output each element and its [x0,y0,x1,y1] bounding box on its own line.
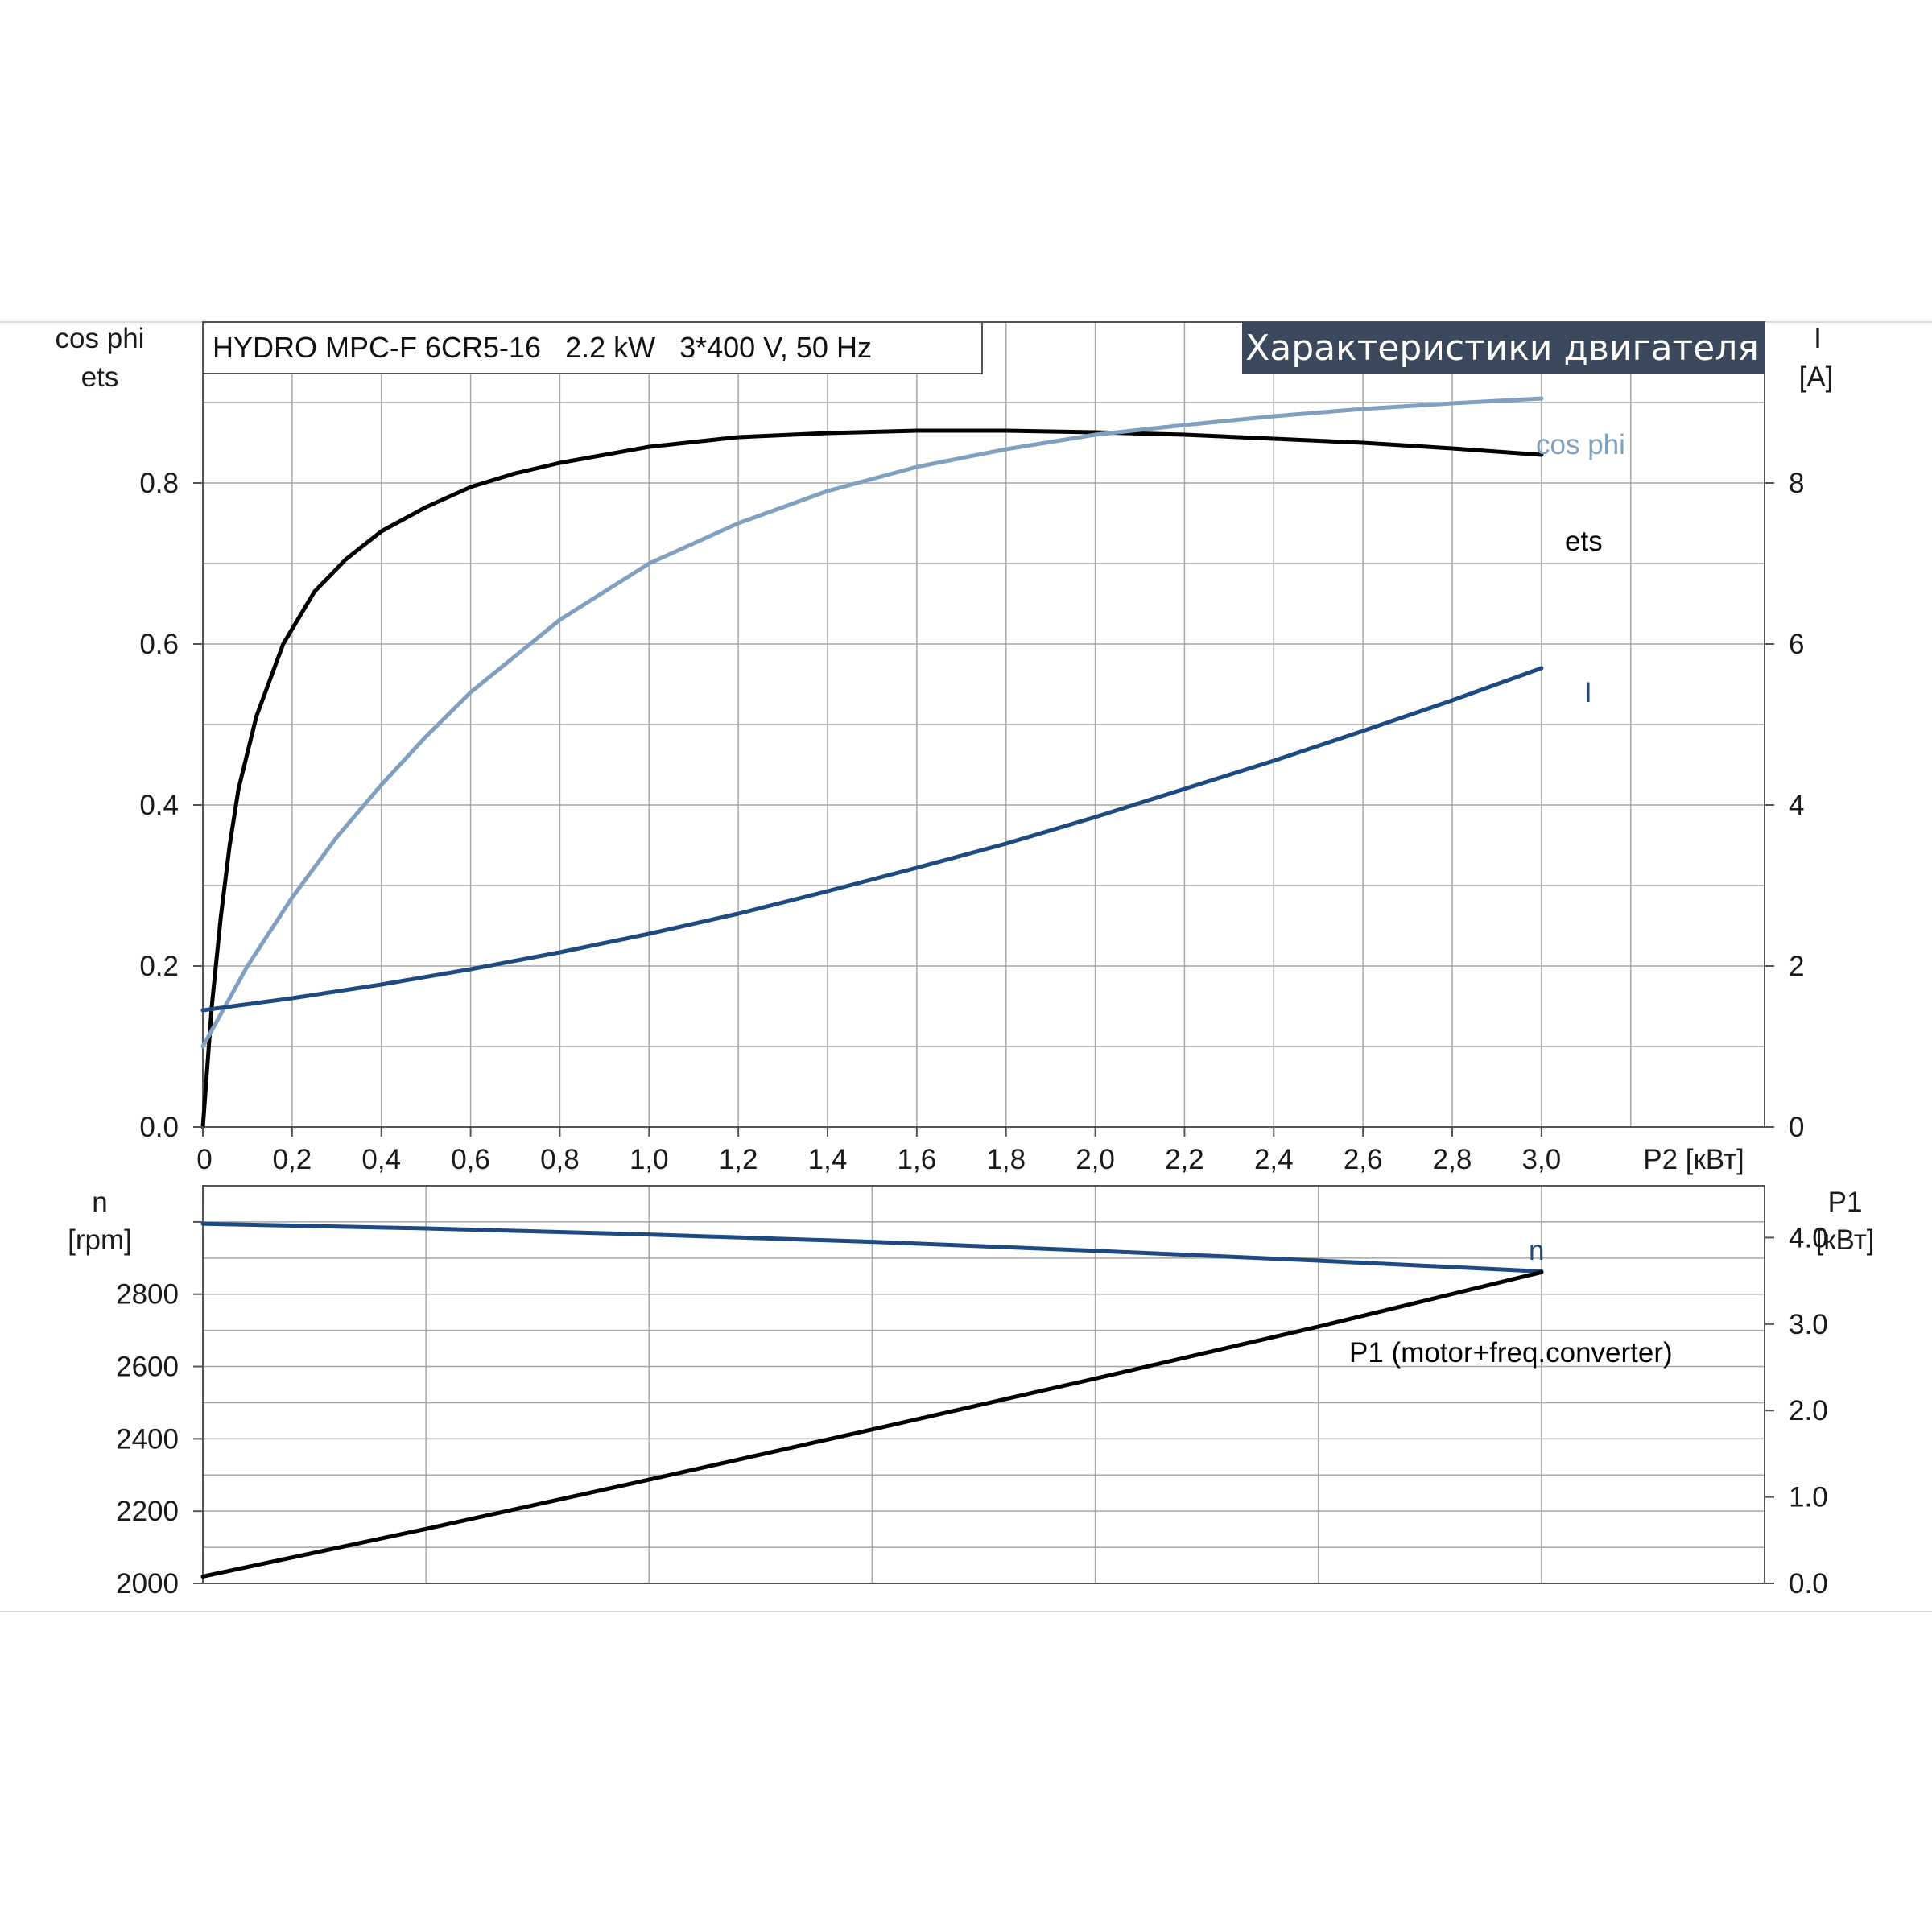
x-tick-label: 2,8 [1433,1144,1472,1175]
y-left-tick-label: 0.0 [139,1112,179,1143]
x-axis-title: P2 [кВт] [1643,1144,1744,1175]
y-right-title-current-unit: [A] [1799,361,1834,393]
x-tick-label: 2,4 [1254,1144,1294,1175]
y-left-tick-label: 2000 [116,1568,179,1600]
x-tick-label: 2,6 [1344,1144,1383,1175]
series-line-cos-phi [200,396,1544,1049]
series-line-n [200,1221,1544,1274]
x-tick-label: 0,2 [273,1144,312,1175]
x-tick-label: 0,4 [361,1144,401,1175]
y-left-title-speed-unit: [rpm] [68,1224,132,1256]
y-right-tick-label: 0 [1789,1112,1804,1143]
y-left-tick-label: 0.6 [139,629,179,660]
x-tick-label: 3,0 [1522,1144,1562,1175]
series-line-p1-motor-freq-converter [200,1269,1544,1579]
y-left-title-speed: n [92,1187,107,1218]
x-tick-label: 1,8 [986,1144,1026,1175]
y-right-tick-label: 0.0 [1789,1568,1828,1600]
top-series [200,396,1544,1129]
x-tick-label: 0,8 [540,1144,580,1175]
y-right-title-current: I [1814,323,1822,354]
top-tick-labels: 0 0,2 0,4 0,6 0,8 1,0 1,2 1,4 1,6 1,8 2,0 2,2 2,4 2,6… [139,468,1804,1175]
y-right-title-p1: P1 [1828,1187,1863,1218]
y-right-tick-label: 4 [1789,790,1804,821]
x-tick-label: 2,0 [1075,1144,1115,1175]
y-right-tick-label: 2.0 [1789,1395,1828,1426]
y-right-tick-label: 3.0 [1789,1309,1828,1340]
y-left-tick-label: 2800 [116,1279,179,1311]
y-right-title-p1-unit: [кВт] [1816,1224,1875,1256]
x-tick-label: 1,6 [898,1144,937,1175]
bottom-series [200,1221,1544,1579]
x-tick-label: 0,6 [451,1144,490,1175]
y-left-tick-label: 2200 [116,1496,179,1527]
y-right-tick-label: 2 [1789,951,1804,982]
series-label-ets: ets [1565,526,1603,557]
top-chart-panel: 0 0,2 0,4 0,6 0,8 1,0 1,2 1,4 1,6 1,8 2,0 2,2 2,4 2,6… [56,321,1834,1175]
title-badge [1242,322,1765,374]
y-right-tick-label: 6 [1789,629,1804,660]
y-left-title-ets: ets [81,361,119,393]
bottom-chart-panel: 2000 2200 2400 2600 2800 0.0 1.0 2.0 3.0 4.0 n [r… [68,1185,1875,1600]
x-tick-label: 1,2 [719,1144,758,1175]
x-tick-label: 1,4 [808,1144,848,1175]
series-label-current: I [1584,677,1592,708]
top-plot-frame [202,321,1765,1128]
x-tick-label: 1,0 [630,1144,669,1175]
series-line-ets [200,428,1544,1129]
y-left-tick-label: 2600 [116,1352,179,1383]
top-grid [203,321,1765,1127]
series-line-i [200,666,1544,1013]
series-label-p1: P1 (motor+freq.converter) [1349,1337,1673,1368]
y-left-tick-label: 0.8 [139,468,179,499]
bottom-plot-frame [202,1185,1765,1584]
y-right-tick-label: 8 [1789,468,1804,499]
bottom-tick-labels: 2000 2200 2400 2600 2800 0.0 1.0 2.0 3.0 4.0 [116,1220,1828,1600]
y-left-tick-label: 0.2 [139,951,179,982]
model-header-text: HYDRO MPC-F 6CR5-16 2.2 kW 3*400 V, 50 H… [213,331,872,364]
x-tick-label: 0 [196,1144,212,1175]
series-label-cos-phi: cos phi [1536,429,1625,460]
y-left-tick-label: 0.4 [139,790,179,821]
x-tick-label: 2,2 [1165,1144,1204,1175]
series-label-speed: n [1529,1235,1544,1266]
y-right-tick-label: 4.0 [1789,1222,1828,1253]
y-right-tick-label: 1.0 [1789,1482,1828,1513]
y-left-title-cos-phi: cos phi [56,323,145,354]
model-header-box [202,321,983,374]
y-left-tick-label: 2400 [116,1423,179,1455]
title-badge-text: Характеристики двигателя [1245,328,1759,369]
